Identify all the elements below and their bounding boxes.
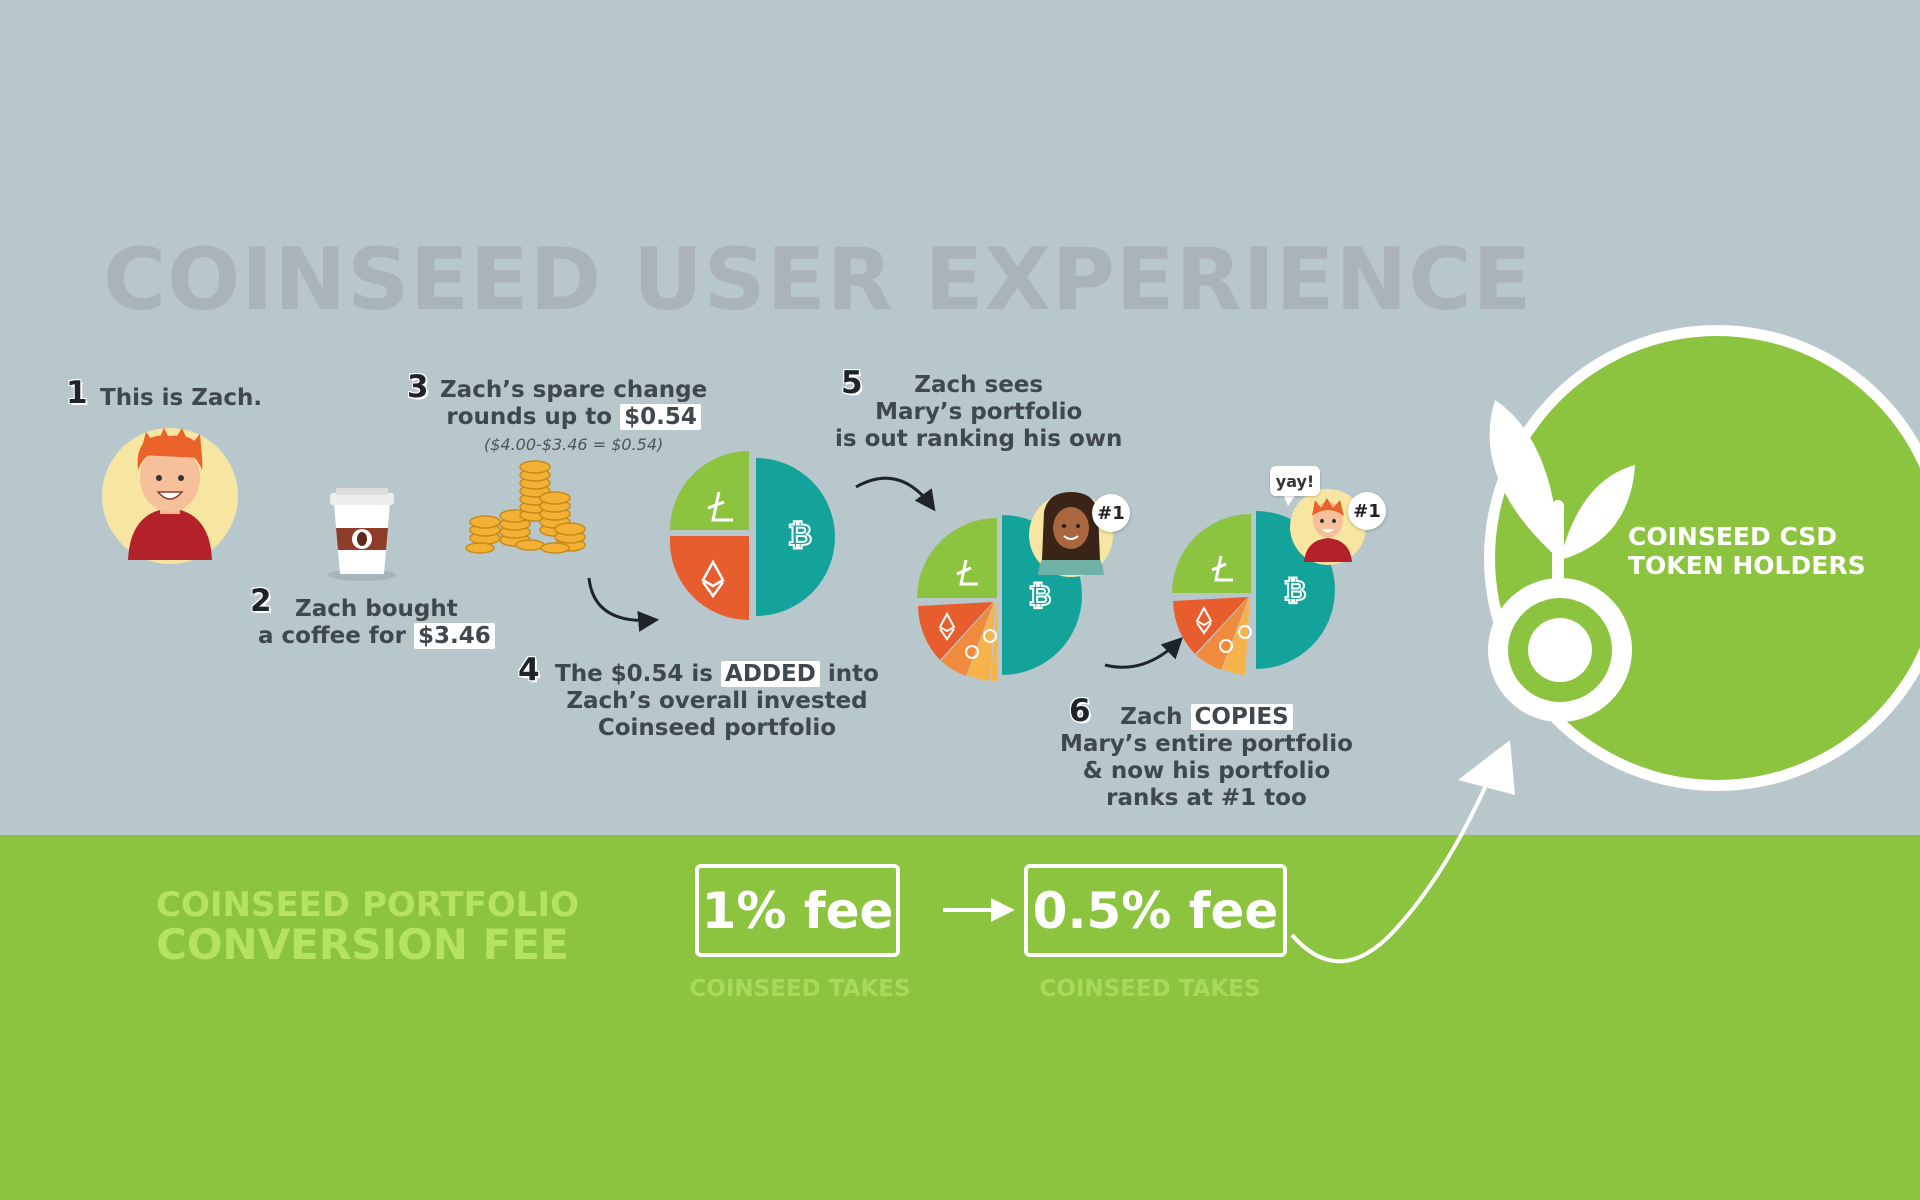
- ethereum-icon-2: [938, 611, 956, 641]
- step-6-number: 6: [1069, 693, 1091, 729]
- step-3-line-2-wrap: rounds up to $0.54: [440, 404, 707, 431]
- monero-icon-2: [1238, 625, 1252, 639]
- arrow-icon-2: [855, 476, 936, 512]
- fee-after-box: 0.5% fee: [1024, 864, 1287, 957]
- step-3-note: ($4.00-$3.46 = $0.54): [483, 435, 664, 454]
- step-6-line-2: Mary’s entire portfolio: [1060, 731, 1353, 757]
- step-3-line-2: rounds up to: [446, 404, 613, 430]
- arrow-icon: [587, 577, 660, 632]
- step-3-text: Zach’s spare change rounds up to $0.54 (…: [440, 377, 707, 458]
- copies-highlight: COPIES: [1190, 704, 1293, 730]
- curved-arrow: [1290, 764, 1497, 964]
- zach-small-avatar-icon: [1290, 489, 1366, 565]
- step-5-line-2: Mary’s portfolio: [875, 399, 1083, 425]
- coin-stack-icon: [465, 460, 586, 554]
- seedling-icon: [1489, 400, 1635, 590]
- zach-rank-badge: #1: [1348, 492, 1386, 530]
- step-5-line-1: Zach sees: [914, 372, 1044, 398]
- step-3-number: 3: [407, 369, 429, 405]
- portfolio-pie-1: ₿: [669, 451, 835, 621]
- bitcoin-icon-2: ₿: [1029, 579, 1052, 612]
- fee-before-box: 1% fee: [695, 864, 900, 957]
- bitcoin-icon-3: ₿: [1284, 574, 1307, 607]
- step-1-number: 1: [66, 375, 88, 411]
- token-holders-label: COINSEED CSD TOKEN HOLDERS: [1628, 522, 1866, 580]
- bitcoin-icon: ₿: [787, 517, 813, 554]
- curved-arrow-head: [1458, 740, 1515, 795]
- svg-text:₿: ₿: [788, 518, 812, 553]
- mary-rank-badge: #1: [1092, 494, 1130, 532]
- step-3-line-1: Zach’s spare change: [440, 377, 708, 403]
- speech-tail: [1283, 494, 1296, 506]
- coffee-price: $3.46: [413, 623, 495, 649]
- step-2-number: 2: [250, 583, 272, 619]
- step-1-line: This is Zach.: [100, 385, 263, 411]
- step-4-line-1-wrap: The $0.54 is ADDED into: [555, 661, 879, 688]
- step-4-line-2: Zach’s overall invested: [566, 688, 868, 714]
- litecoin-icon-3: [1211, 555, 1233, 582]
- step-2-line-2-wrap: a coffee for $3.46: [258, 623, 495, 650]
- litecoin-icon: [707, 491, 733, 522]
- spare-change-amount: $0.54: [620, 404, 701, 430]
- token-holders-line-1: COINSEED CSD: [1628, 522, 1838, 551]
- coinseed-logo-icon: [1488, 578, 1632, 722]
- step-5-text: Zach sees Mary’s portfolio is out rankin…: [835, 372, 1122, 453]
- litecoin-icon-2: [956, 559, 978, 586]
- step-2-line-2: a coffee for: [258, 623, 406, 649]
- step-4-line-1-post: into: [827, 661, 879, 687]
- step-6-line-4: ranks at #1 too: [1106, 785, 1307, 811]
- dash-icon-2: [1219, 639, 1233, 653]
- takes-before: COINSEED TAKES: [689, 976, 911, 1002]
- step-6-line-3: & now his portfolio: [1082, 758, 1331, 784]
- arrow-icon-3: [1104, 637, 1183, 669]
- conversion-label-line-1: COINSEED PORTFOLIO: [156, 885, 579, 925]
- step-5-number: 5: [841, 365, 863, 401]
- step-2-line-1: Zach bought: [295, 596, 458, 622]
- step-5-line-3: is out ranking his own: [835, 426, 1123, 452]
- zach-avatar-icon: [102, 428, 238, 564]
- takes-after: COINSEED TAKES: [1039, 976, 1261, 1002]
- monero-icon: [983, 629, 997, 643]
- speech-bubble: yay!: [1270, 466, 1320, 496]
- added-highlight: ADDED: [721, 661, 820, 687]
- page-title: COINSEED USER EXPERIENCE: [103, 230, 1533, 330]
- step-4-text: The $0.54 is ADDED into Zach’s overall i…: [555, 661, 879, 742]
- dash-icon: [965, 645, 979, 659]
- token-holders-line-2: TOKEN HOLDERS: [1628, 551, 1866, 580]
- step-6-line-1-pre: Zach: [1120, 704, 1183, 730]
- fee-after: 0.5% fee: [1032, 881, 1279, 940]
- step-4-number: 4: [518, 652, 540, 688]
- portfolio-pie-2: ₿: [917, 515, 1082, 682]
- lower-panel: [0, 835, 1920, 1200]
- fee-before: 1% fee: [701, 881, 894, 940]
- step-6-text: Zach COPIES Mary’s entire portfolio & no…: [1060, 704, 1353, 812]
- coffee-cup-icon: [328, 488, 396, 581]
- ethereum-icon-3: [1195, 605, 1213, 635]
- step-4-line-1-pre: The $0.54 is: [555, 661, 714, 687]
- mary-avatar-icon: [1029, 492, 1113, 577]
- ethereum-icon: [701, 559, 725, 599]
- coinseed-circle: [1484, 325, 1920, 791]
- step-1-text: This is Zach.: [100, 385, 262, 412]
- conversion-label-line-2: CONVERSION FEE: [156, 920, 569, 969]
- step-4-line-3: Coinseed portfolio: [597, 715, 837, 741]
- step-2-text: Zach bought a coffee for $3.46: [258, 596, 495, 650]
- step-6-line-1-wrap: Zach COPIES: [1060, 704, 1353, 731]
